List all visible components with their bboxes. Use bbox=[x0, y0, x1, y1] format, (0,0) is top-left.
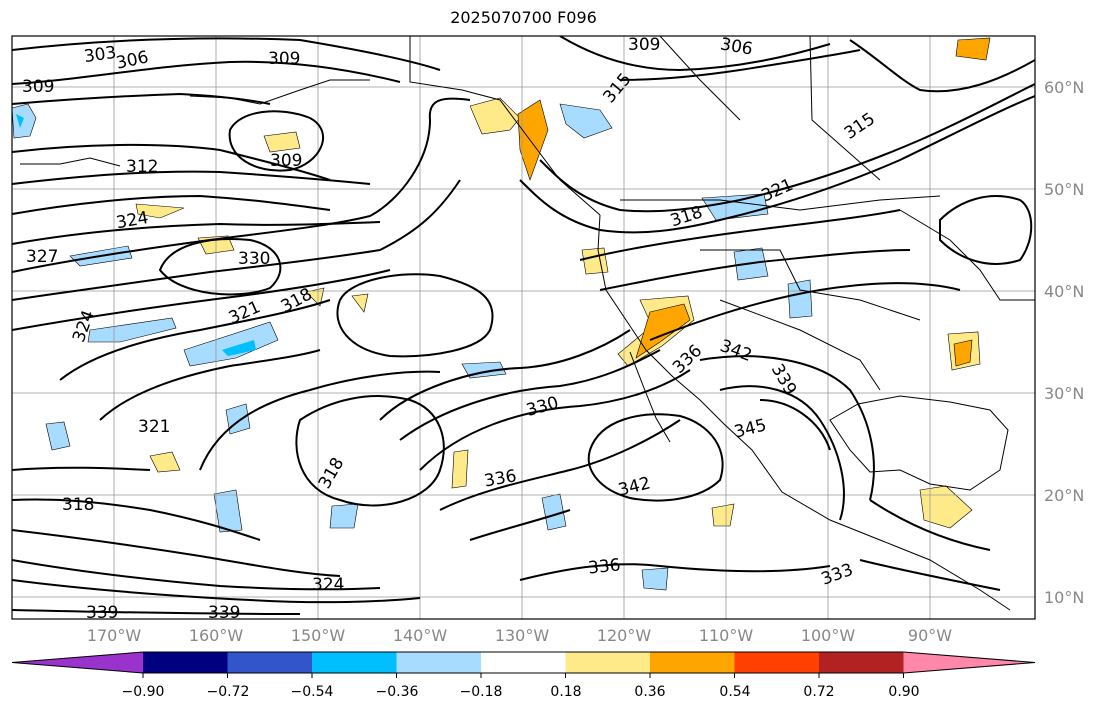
contour-label: 324 bbox=[115, 208, 150, 233]
contour-label: 318 bbox=[668, 202, 705, 231]
contour-label: 336 bbox=[669, 341, 706, 378]
lat-label: 10°N bbox=[1044, 588, 1085, 607]
lon-label: 130°W bbox=[494, 626, 550, 645]
lon-label: 160°W bbox=[188, 626, 244, 645]
contour-label: 342 bbox=[616, 473, 652, 500]
colorbar-tick-label: −0.18 bbox=[459, 684, 503, 700]
colorbar-tick-label: 0.90 bbox=[888, 684, 920, 700]
colorbar-tick-label: −0.54 bbox=[290, 684, 334, 700]
coastlines bbox=[20, 36, 1035, 611]
map-frame bbox=[11, 35, 1036, 620]
contour-label: 333 bbox=[819, 560, 856, 590]
contour-label: 306 bbox=[719, 34, 754, 59]
contour-label: 339 bbox=[208, 603, 240, 623]
height-contours bbox=[12, 36, 1035, 615]
colorbar-tick-label: 0.18 bbox=[550, 684, 582, 700]
contour-label: 309 bbox=[628, 35, 660, 55]
contour-label: 336 bbox=[587, 555, 621, 578]
contour-label: 309 bbox=[22, 77, 54, 97]
contour-label: 318 bbox=[62, 495, 94, 515]
colorbar-tick-label: 0.72 bbox=[803, 684, 835, 700]
colorbar-tick-label: 0.36 bbox=[634, 684, 666, 700]
lon-label: 90°W bbox=[907, 626, 953, 645]
contour-label: 339 bbox=[86, 603, 118, 623]
contour-label: 327 bbox=[26, 247, 58, 267]
lat-label: 60°N bbox=[1044, 78, 1085, 97]
contour-label: 315 bbox=[599, 69, 635, 107]
lat-label: 20°N bbox=[1044, 486, 1085, 505]
lat-label: 40°N bbox=[1044, 282, 1085, 301]
shaded-areas bbox=[12, 37, 991, 591]
lon-label: 140°W bbox=[392, 626, 448, 645]
colorbar-tick-label: −0.72 bbox=[206, 684, 250, 700]
lon-label: 110°W bbox=[698, 626, 754, 645]
contour-label: 315 bbox=[841, 109, 879, 144]
contour-label: 345 bbox=[732, 415, 768, 442]
gridlines bbox=[12, 36, 1035, 619]
contour-label: 330 bbox=[524, 393, 561, 421]
contour-label: 318 bbox=[315, 454, 349, 492]
contour-label: 312 bbox=[126, 157, 158, 177]
contour-label: 321 bbox=[138, 417, 170, 437]
contour-label: 309 bbox=[268, 49, 300, 69]
lon-label: 120°W bbox=[596, 626, 652, 645]
lon-label: 170°W bbox=[86, 626, 142, 645]
colorbar-tick-label: 0.54 bbox=[719, 684, 751, 700]
contour-label: 324 bbox=[312, 575, 344, 595]
contour-label: 303 bbox=[83, 43, 118, 67]
contour-label: 330 bbox=[238, 249, 270, 269]
contour-label: 336 bbox=[483, 466, 518, 491]
contour-label: 321 bbox=[226, 297, 264, 328]
contour-label: 309 bbox=[270, 151, 302, 171]
lat-label: 30°N bbox=[1044, 384, 1085, 403]
map-title: 2025070700 F096 bbox=[450, 8, 597, 27]
lon-label: 100°W bbox=[800, 626, 856, 645]
colorbar-tick-label: −0.36 bbox=[375, 684, 419, 700]
colorbar-tick-label: −0.90 bbox=[121, 684, 165, 700]
lon-label: 150°W bbox=[290, 626, 346, 645]
contour-label: 342 bbox=[717, 336, 754, 366]
lat-label: 50°N bbox=[1044, 180, 1085, 199]
